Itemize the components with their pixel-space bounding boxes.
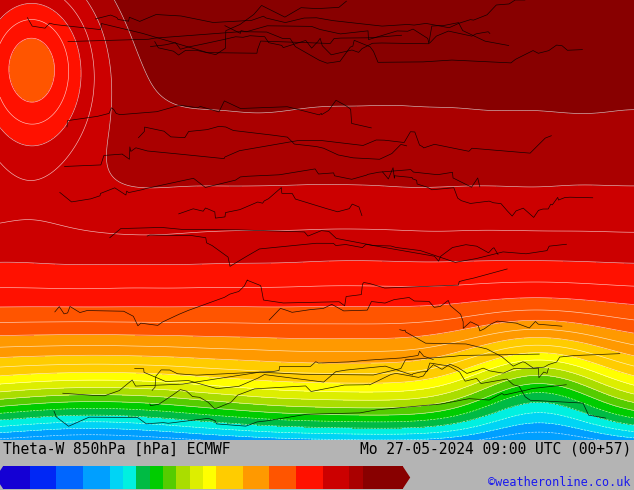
Bar (136, 466, 150, 489)
Text: ©weatheronline.co.uk: ©weatheronline.co.uk (488, 476, 631, 489)
FancyArrow shape (0, 466, 11, 489)
Bar (176, 466, 190, 489)
Text: Theta-W 850hPa [hPa] ECMWF: Theta-W 850hPa [hPa] ECMWF (3, 441, 231, 457)
FancyArrow shape (395, 466, 410, 489)
Bar (123, 466, 136, 489)
Bar (56, 466, 83, 489)
Bar (296, 466, 323, 489)
Bar (110, 466, 123, 489)
Bar (3, 466, 30, 489)
Bar (30, 466, 56, 489)
Bar (363, 466, 403, 489)
Bar (243, 466, 269, 489)
Bar (216, 466, 243, 489)
Bar (323, 466, 349, 489)
Bar (83, 466, 110, 489)
Bar (203, 466, 216, 489)
Bar (150, 466, 163, 489)
Text: Mo 27-05-2024 09:00 UTC (00+57): Mo 27-05-2024 09:00 UTC (00+57) (359, 441, 631, 457)
Bar (163, 466, 176, 489)
Bar (190, 466, 203, 489)
Bar (269, 466, 296, 489)
Bar (349, 466, 363, 489)
